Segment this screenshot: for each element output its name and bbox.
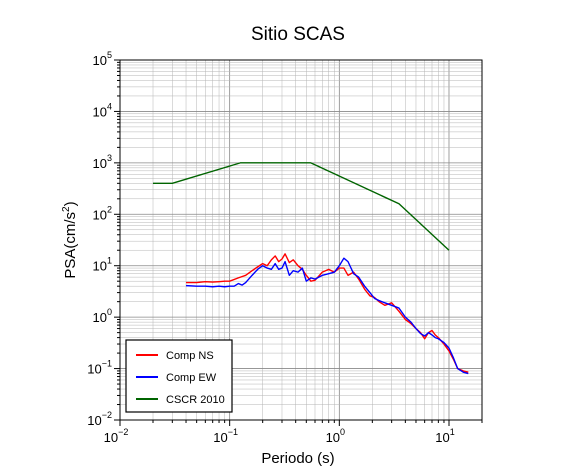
y-tick-label-exp: 3 (107, 153, 112, 163)
y-tick-label-exp: 0 (107, 307, 112, 317)
x-tick-label-exp: −2 (118, 427, 128, 437)
y-tick-label: 10−2 (87, 410, 112, 428)
y-tick-label-exp: 1 (107, 256, 112, 266)
y-axis-label: PSA(cm/s2) (61, 201, 79, 278)
y-tick-label-base: 10 (93, 104, 107, 119)
y-tick-label-base: 10 (87, 362, 101, 377)
legend-label-comp-ns: Comp NS (166, 350, 214, 362)
y-tick-label: 105 (93, 50, 112, 68)
y-tick-label-base: 10 (93, 259, 107, 274)
x-tick-label-base: 10 (213, 430, 227, 445)
x-axis-label: Periodo (s) (261, 450, 334, 467)
y-tick-label: 102 (93, 204, 112, 222)
y-tick-label-exp: 5 (107, 50, 112, 60)
y-tick-label-base: 10 (93, 207, 107, 222)
series-line-comp-ew (185, 257, 469, 375)
x-tick-label: 10−2 (104, 427, 129, 445)
x-tick-label: 101 (435, 427, 454, 445)
series-layer (153, 162, 469, 375)
y-tick-label: 100 (93, 307, 112, 325)
x-tick-label-base: 10 (326, 430, 340, 445)
x-tick-label: 100 (326, 427, 345, 445)
y-tick-label-base: 10 (93, 156, 107, 171)
y-tick-label-base: 10 (93, 310, 107, 325)
plot-frame (119, 59, 483, 421)
y-axis-label-end: ) (62, 201, 79, 206)
chart-title: Sitio SCAS (251, 24, 345, 45)
y-tick-label: 104 (93, 101, 112, 119)
y-tick-label-exp: −2 (102, 410, 112, 420)
y-tick-label: 101 (93, 256, 112, 274)
y-tick-label-exp: −1 (102, 359, 112, 369)
y-tick-label-base: 10 (87, 413, 101, 428)
y-tick-label-base: 10 (93, 53, 107, 68)
y-tick-label-exp: 2 (107, 204, 112, 214)
y-tick-label: 103 (93, 153, 112, 171)
x-tick-label-base: 10 (435, 430, 449, 445)
x-tick-label-exp: −1 (228, 427, 238, 437)
y-tick-label-exp: 4 (107, 101, 112, 111)
x-tick-label-exp: 0 (340, 427, 345, 437)
legend-label-comp-ew: Comp EW (166, 372, 217, 384)
y-tick-label: 10−1 (87, 359, 112, 377)
legend: Comp NS Comp EW CSCR 2010 (125, 339, 233, 413)
legend-label-cscr-2010: CSCR 2010 (166, 394, 225, 406)
x-tick-label-base: 10 (104, 430, 118, 445)
series-line-cscr-2010 (153, 162, 450, 251)
x-tick-label-exp: 1 (450, 427, 455, 437)
y-axis-label-sup: 2 (61, 206, 72, 212)
x-tick-label: 10−1 (213, 427, 238, 445)
y-axis-label-base: PSA(cm/s (62, 212, 79, 279)
